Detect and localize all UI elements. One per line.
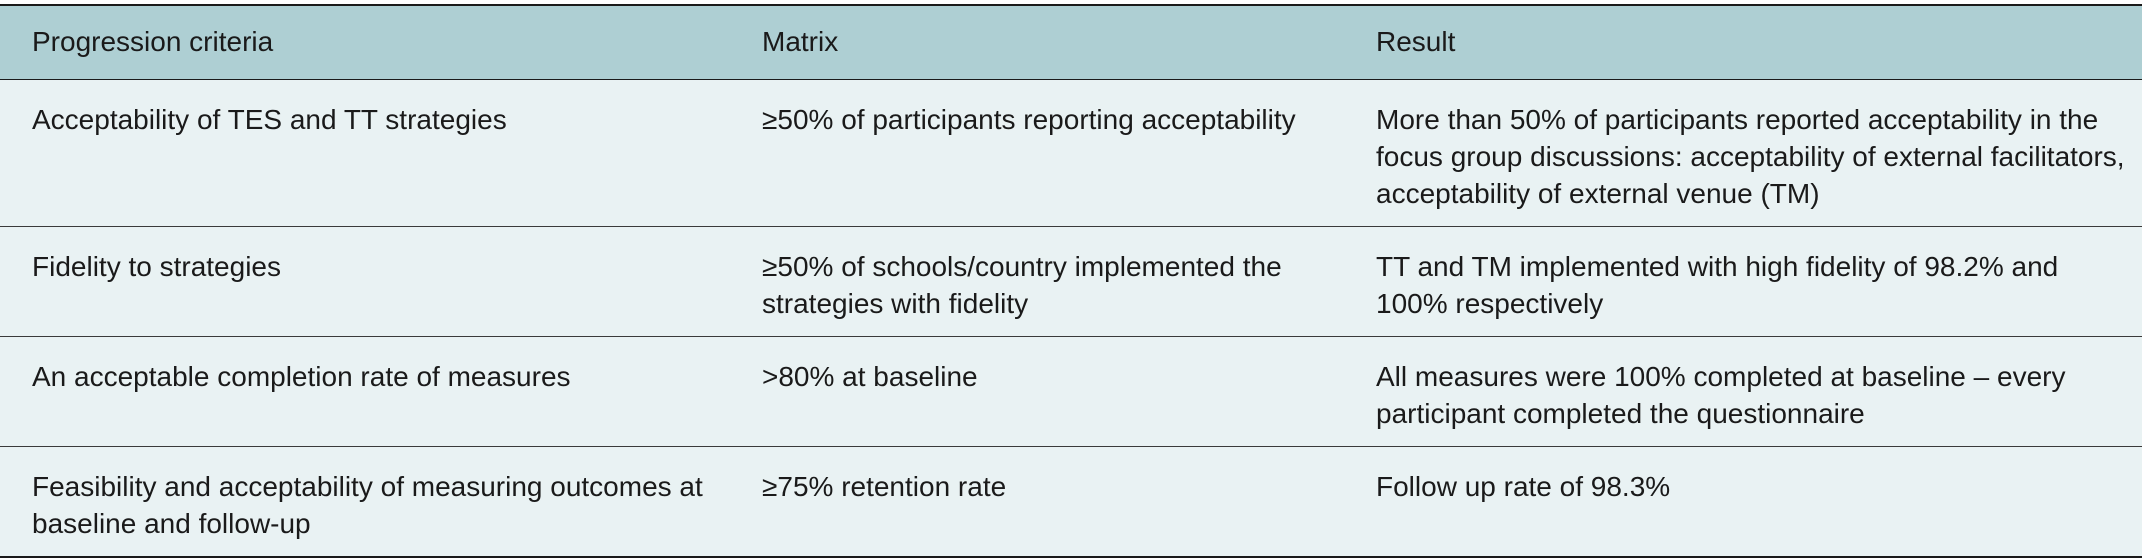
matrix-cell: >80% at baseline xyxy=(730,336,1344,447)
progression-criteria-table-container: Progression criteria Matrix Result Accep… xyxy=(0,4,2142,558)
table-body: Acceptability of TES and TT strategies ≥… xyxy=(0,79,2142,557)
result-cell: All measures were 100% completed at base… xyxy=(1344,336,2142,447)
result-cell: More than 50% of participants reported a… xyxy=(1344,79,2142,227)
table-row: Fidelity to strategies ≥50% of schools/c… xyxy=(0,226,2142,337)
criteria-cell: Fidelity to strategies xyxy=(0,226,730,337)
progression-criteria-table: Progression criteria Matrix Result Accep… xyxy=(0,4,2142,558)
header-matrix: Matrix xyxy=(730,5,1344,80)
criteria-cell: Feasibility and acceptability of measuri… xyxy=(32,470,703,539)
criteria-cell: Acceptability of TES and TT strategies xyxy=(0,79,730,227)
result-cell: Follow up rate of 98.3% xyxy=(1376,470,1671,502)
header-result: Result xyxy=(1344,5,2142,80)
matrix-cell: ≥75% retention rate xyxy=(762,470,1007,502)
table-row: Acceptability of TES and TT strategies ≥… xyxy=(0,79,2142,227)
matrix-cell: ≥50% of participants reporting acceptabi… xyxy=(730,79,1344,227)
table-row: Feasibility and acceptability of measuri… xyxy=(0,446,2142,557)
table-header: Progression criteria Matrix Result xyxy=(0,5,2142,80)
matrix-cell: ≥50% of schools/country implemented the … xyxy=(730,226,1344,337)
header-row: Progression criteria Matrix Result xyxy=(0,5,2142,80)
result-cell: TT and TM implemented with high fidelity… xyxy=(1344,226,2142,337)
criteria-cell: An acceptable completion rate of measure… xyxy=(0,336,730,447)
table-row: An acceptable completion rate of measure… xyxy=(0,336,2142,447)
header-progression-criteria: Progression criteria xyxy=(0,5,730,80)
